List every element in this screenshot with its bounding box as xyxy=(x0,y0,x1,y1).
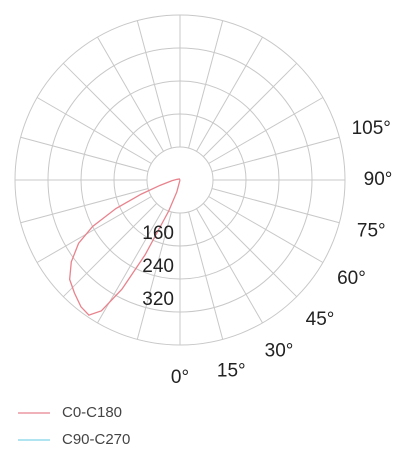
grid-spoke xyxy=(211,188,340,224)
grid-spoke xyxy=(136,20,172,149)
grid-spoke xyxy=(136,211,172,340)
grid-spoke xyxy=(208,196,324,263)
angle-tick-label: 45° xyxy=(306,309,335,330)
legend-label: C0-C180 xyxy=(62,404,122,421)
angle-tick-label: 15° xyxy=(217,360,246,381)
angle-tick-label: 30° xyxy=(265,340,294,361)
legend-label: C90-C270 xyxy=(62,431,130,448)
r-tick-label: 320 xyxy=(142,289,174,310)
grid-spoke xyxy=(196,208,263,324)
grid-spoke xyxy=(36,196,152,263)
r-tick-label: 160 xyxy=(142,223,174,244)
grid-spoke xyxy=(208,97,324,164)
plot xyxy=(68,178,181,316)
grid-spoke xyxy=(62,202,158,298)
series-line xyxy=(68,178,181,316)
angle-tick-label: 105° xyxy=(352,118,391,139)
polar-grid xyxy=(14,14,346,346)
grid-spoke xyxy=(188,20,224,149)
r-tick-label: 240 xyxy=(142,256,174,277)
grid-spoke xyxy=(36,97,152,164)
angle-tick-label: 60° xyxy=(337,268,366,289)
grid-spoke xyxy=(196,36,263,152)
grid-spoke xyxy=(202,62,298,158)
grid-spoke xyxy=(211,136,340,172)
grid-spoke xyxy=(20,136,149,172)
angle-tick-label: 0° xyxy=(171,367,189,388)
labels: 160 240 320 0° 15° 30° 45°60° 75° 90° 105° xyxy=(142,118,392,388)
angle-tick-label: 75° xyxy=(357,220,386,241)
grid-spoke xyxy=(97,36,164,152)
grid-spoke xyxy=(202,202,298,298)
angle-tick-label: 90° xyxy=(364,169,393,190)
legend: C0-C180 C90-C270 xyxy=(18,404,130,448)
grid-spoke xyxy=(20,188,149,224)
grid-spoke xyxy=(188,211,224,340)
grid-spoke xyxy=(62,62,158,158)
